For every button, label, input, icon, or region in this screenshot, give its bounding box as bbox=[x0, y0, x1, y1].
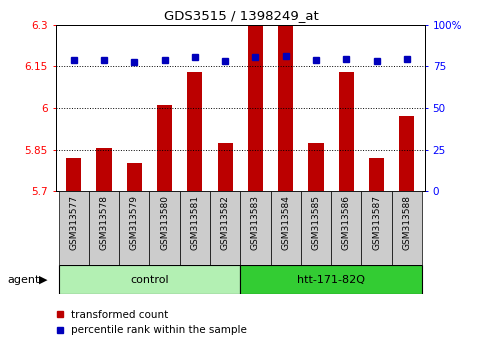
Bar bbox=[66, 158, 81, 191]
Bar bbox=[369, 158, 384, 191]
Text: agent: agent bbox=[7, 275, 40, 285]
Text: GSM313583: GSM313583 bbox=[251, 195, 260, 250]
Bar bbox=[331, 191, 361, 266]
Bar bbox=[97, 148, 112, 191]
Bar bbox=[180, 191, 210, 266]
Bar bbox=[210, 191, 241, 266]
Text: GSM313585: GSM313585 bbox=[312, 195, 321, 250]
Text: GSM313587: GSM313587 bbox=[372, 195, 381, 250]
Bar bbox=[399, 116, 414, 191]
Bar bbox=[361, 191, 392, 266]
Bar bbox=[149, 191, 180, 266]
Bar bbox=[119, 191, 149, 266]
Bar bbox=[58, 266, 241, 294]
Text: ▶: ▶ bbox=[39, 275, 48, 285]
Bar bbox=[89, 191, 119, 266]
Bar bbox=[248, 25, 263, 191]
Bar bbox=[339, 72, 354, 191]
Bar bbox=[241, 191, 270, 266]
Bar bbox=[301, 191, 331, 266]
Bar bbox=[309, 143, 324, 191]
Legend: transformed count, percentile rank within the sample: transformed count, percentile rank withi… bbox=[51, 306, 251, 339]
Text: GSM313582: GSM313582 bbox=[221, 195, 229, 250]
Bar bbox=[157, 105, 172, 191]
Text: GSM313579: GSM313579 bbox=[130, 195, 139, 250]
Bar bbox=[187, 72, 202, 191]
Text: GSM313586: GSM313586 bbox=[342, 195, 351, 250]
Bar bbox=[278, 25, 293, 191]
Text: htt-171-82Q: htt-171-82Q bbox=[297, 275, 365, 285]
Text: GSM313581: GSM313581 bbox=[190, 195, 199, 250]
Text: GSM313584: GSM313584 bbox=[281, 195, 290, 250]
Text: GSM313588: GSM313588 bbox=[402, 195, 412, 250]
Bar bbox=[58, 191, 89, 266]
Bar bbox=[217, 143, 233, 191]
Bar bbox=[392, 191, 422, 266]
Text: GDS3515 / 1398249_at: GDS3515 / 1398249_at bbox=[164, 9, 319, 22]
Text: control: control bbox=[130, 275, 169, 285]
Text: GSM313580: GSM313580 bbox=[160, 195, 169, 250]
Bar bbox=[270, 191, 301, 266]
Text: GSM313577: GSM313577 bbox=[69, 195, 78, 250]
Text: GSM313578: GSM313578 bbox=[99, 195, 109, 250]
Bar bbox=[127, 164, 142, 191]
Bar bbox=[241, 266, 422, 294]
